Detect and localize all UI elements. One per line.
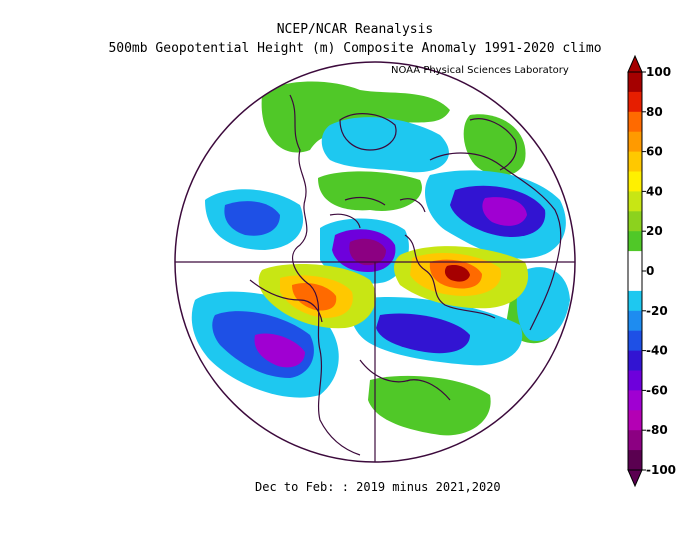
- coast-pacific-rim: [249, 279, 323, 323]
- colorbar-band-m70: [628, 390, 642, 411]
- colorbar-band-m80: [628, 410, 642, 431]
- anomaly-positive-atlantic: [368, 375, 491, 436]
- anomaly-positive-nw: [261, 81, 450, 153]
- coast-asia-east: [469, 118, 517, 171]
- colorbar-band-m60: [628, 370, 642, 391]
- period-label: Dec to Feb: : 2019 minus 2021,2020: [255, 480, 501, 494]
- colorbar-band-m40: [628, 330, 642, 352]
- colorbar-arrow-top: [627, 54, 643, 73]
- anomaly-positive-ne: [463, 114, 526, 176]
- colorbar-band-m100: [628, 450, 642, 471]
- colorbar-tick-label: -100: [646, 463, 676, 477]
- colorbar-band-p30: [628, 211, 642, 232]
- colorbar-band-p70: [628, 131, 642, 153]
- anomaly-negative-eurasia-center: [482, 197, 527, 226]
- colorbar-band-p90: [628, 91, 642, 113]
- colorbar-tick-label: 40: [646, 184, 663, 198]
- colorbar-band-p100: [628, 72, 642, 93]
- colorbar-band-p20: [628, 231, 642, 252]
- colorbar-band-m90: [628, 430, 642, 451]
- colorbar-tick-label: 0: [646, 264, 654, 278]
- coastlines: [249, 94, 562, 456]
- colorbar-band-m10: [628, 271, 642, 292]
- colorbar-band-m30: [628, 310, 642, 332]
- map-outline: [174, 61, 576, 463]
- colorbar-tick-label: 100: [646, 65, 671, 79]
- colorbar-tick-label: 20: [646, 224, 663, 238]
- anomaly-positive-north-pacific-core: [292, 283, 337, 311]
- coast-atlantic: [359, 359, 451, 401]
- anomaly-negative-north-america-core: [376, 313, 470, 354]
- colorbar-arrow-bottom: [627, 469, 643, 488]
- colorbar-band-p60: [628, 151, 642, 172]
- anomaly-positive-arctic: [318, 171, 422, 211]
- colorbar-band-p80: [628, 111, 642, 133]
- data-credit: NOAA Physical Sciences Laboratory: [391, 65, 569, 76]
- colorbar-tick-label: -60: [646, 383, 668, 397]
- colorbar-band-m50: [628, 350, 642, 371]
- anomaly-negative-eastern-edge: [516, 267, 570, 341]
- colorbar-tick-label: -40: [646, 344, 668, 358]
- anomaly-negative-pacific-center: [254, 333, 305, 368]
- chart-subtitle: 500mb Geopotential Height (m) Composite …: [108, 41, 602, 56]
- colorbar-band-p10: [628, 251, 642, 272]
- anomaly-negative-canada: [321, 117, 449, 173]
- colorbar-band-m20: [628, 290, 642, 312]
- coast-arctic-islands: [329, 196, 426, 229]
- colorbar-tick-label: -20: [646, 304, 668, 318]
- colorbar-band-p50: [628, 171, 642, 192]
- coast-greenland: [339, 113, 397, 151]
- coast-europe: [404, 234, 496, 319]
- coast-north-america: [289, 94, 361, 456]
- colorbar-band-p40: [628, 191, 642, 212]
- anomaly-negative-pole-center: [349, 238, 386, 266]
- colorbar-tick-label: -80: [646, 423, 668, 437]
- colorbar-tick-label: 60: [646, 145, 663, 159]
- anomaly-positive-europe-center: [444, 265, 470, 282]
- chart-title: NCEP/NCAR Reanalysis: [276, 22, 434, 37]
- colorbar-tick-label: 80: [646, 105, 663, 119]
- coast-eurasia: [429, 152, 562, 331]
- anomaly-negative-atlantic-west-core: [224, 201, 280, 236]
